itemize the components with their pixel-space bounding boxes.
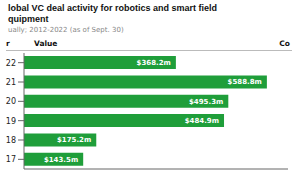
svg-text:$175.2m: $175.2m — [57, 136, 91, 144]
svg-text:$588.8m: $588.8m — [228, 78, 262, 86]
svg-text:22: 22 — [8, 59, 16, 68]
svg-text:$368.2m: $368.2m — [137, 59, 171, 67]
html-text:Co: Co — [279, 39, 290, 48]
html-text:r: r — [6, 39, 10, 48]
svg-text:21: 21 — [8, 78, 16, 87]
html-text:lobal VC deal activity for rob: lobal VC deal activity for robotics and … — [8, 3, 218, 13]
svg-text:20: 20 — [8, 97, 16, 106]
svg-text:18: 18 — [8, 136, 16, 145]
html-text:quipment: quipment — [8, 14, 49, 24]
svg-text:17: 17 — [8, 155, 16, 164]
svg-text:$495.3m: $495.3m — [189, 98, 223, 106]
svg-text:19: 19 — [8, 117, 16, 126]
html-text:ually; 2012-2022 (as of Sept.: ually; 2012-2022 (as of Sept. 30) — [8, 26, 124, 34]
svg-text:$484.9m: $484.9m — [185, 117, 219, 125]
html-text:Value: Value — [34, 39, 58, 48]
svg-text:$143.5m: $143.5m — [44, 156, 78, 164]
